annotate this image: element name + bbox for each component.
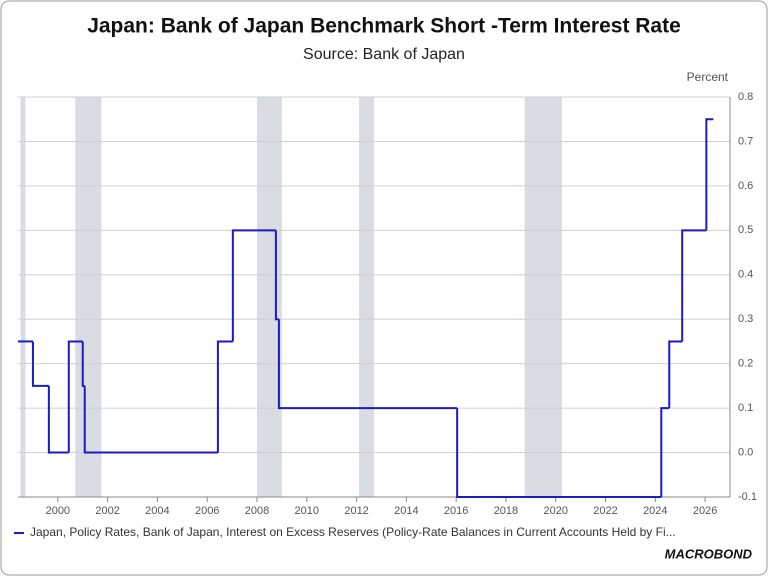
chart-title: Japan: Bank of Japan Benchmark Short -Te… bbox=[87, 15, 681, 38]
step-segment bbox=[274, 230, 279, 321]
shaded-period bbox=[20, 97, 26, 497]
step-segment bbox=[31, 341, 49, 387]
y-tick-label: 0.0 bbox=[738, 446, 753, 458]
step-segment bbox=[456, 408, 662, 498]
x-tick-label: 2016 bbox=[444, 505, 468, 517]
legend-label: Japan, Policy Rates, Bank of Japan, Inte… bbox=[30, 525, 676, 539]
x-tick-label: 2018 bbox=[494, 505, 518, 517]
y-tick-label: 0.5 bbox=[738, 224, 753, 236]
shaded-period bbox=[359, 97, 374, 497]
x-tick-label: 2024 bbox=[643, 505, 667, 517]
shaded-period bbox=[75, 97, 102, 497]
y-tick-label: 0.1 bbox=[738, 402, 753, 414]
chart-subtitle: Source: Bank of Japan bbox=[303, 46, 465, 63]
y-tick-label: -0.1 bbox=[738, 491, 757, 503]
step-segment bbox=[681, 229, 707, 342]
y-tick-label: 0.3 bbox=[738, 313, 753, 325]
step-segment bbox=[47, 385, 69, 454]
step-segment bbox=[83, 385, 218, 454]
x-tick-label: 2014 bbox=[394, 505, 418, 517]
x-tick-label: 2006 bbox=[195, 505, 219, 517]
y-tick-label: 0.7 bbox=[738, 135, 753, 147]
x-tick-label: 2000 bbox=[46, 505, 70, 517]
x-tick-label: 2010 bbox=[295, 505, 319, 517]
x-tick-label: 2022 bbox=[593, 505, 617, 517]
x-tick-label: 2026 bbox=[693, 505, 717, 517]
x-tick-label: 2008 bbox=[245, 505, 269, 517]
step-segment bbox=[231, 229, 276, 342]
step-segment bbox=[216, 340, 233, 453]
y-tick-label: 0.2 bbox=[738, 358, 753, 370]
x-tick-label: 2004 bbox=[145, 505, 169, 517]
y-tick-label: 0.8 bbox=[738, 91, 753, 103]
logo: MACROBOND bbox=[665, 546, 753, 561]
shaded-period bbox=[256, 97, 282, 497]
x-tick-label: 2002 bbox=[95, 505, 119, 517]
x-tick-label: 2012 bbox=[344, 505, 368, 517]
step-segment bbox=[660, 407, 670, 497]
x-tick-label: 2020 bbox=[543, 505, 567, 517]
shaded-period bbox=[524, 97, 562, 497]
y-axis-label: Percent bbox=[687, 70, 729, 84]
step-segment bbox=[67, 340, 83, 453]
step-segment bbox=[277, 319, 458, 410]
step-segment bbox=[705, 118, 714, 231]
step-segment bbox=[668, 340, 683, 409]
y-tick-label: 0.4 bbox=[738, 269, 753, 281]
y-tick-label: 0.6 bbox=[738, 180, 753, 192]
